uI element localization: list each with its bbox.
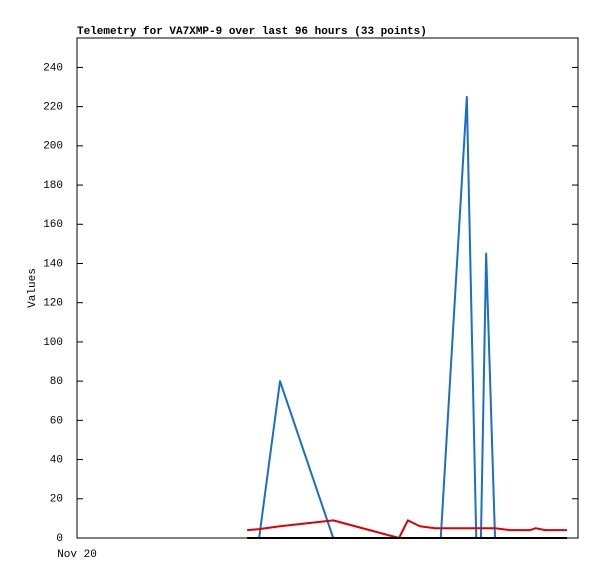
plot-frame xyxy=(76,37,579,539)
y-tick-label: 80 xyxy=(50,376,63,388)
y-tick-label: 200 xyxy=(43,141,63,153)
series-line xyxy=(258,95,568,539)
y-axis-label: Values xyxy=(27,268,39,308)
y-tick-label: 20 xyxy=(50,494,63,506)
series-line xyxy=(247,519,568,539)
y-tick-label: 100 xyxy=(43,337,63,349)
y-tick-label: 40 xyxy=(50,454,63,466)
x-tick-label: Nov 20 xyxy=(57,549,97,561)
y-tick-label: 180 xyxy=(43,180,63,192)
y-tick-label: 240 xyxy=(43,62,63,74)
y-tick-label: 0 xyxy=(56,533,63,545)
chart-title: Telemetry for VA7XMP-9 over last 96 hour… xyxy=(77,26,427,38)
y-tick-label: 140 xyxy=(43,258,63,270)
y-tick-label: 120 xyxy=(43,298,63,310)
y-tick-label: 160 xyxy=(43,219,63,231)
y-tick-label: 220 xyxy=(43,102,63,114)
y-tick-label: 60 xyxy=(50,415,63,427)
